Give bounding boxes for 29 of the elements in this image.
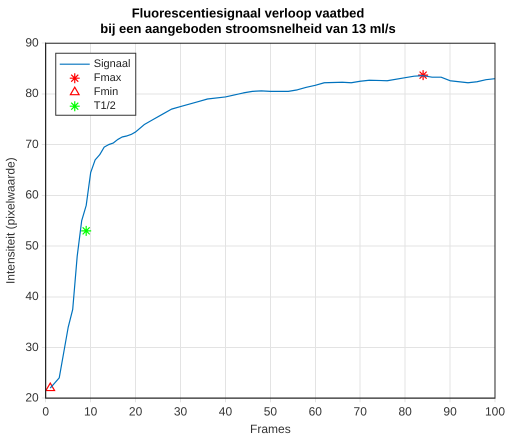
- y-tick-label: 50: [25, 238, 40, 252]
- x-tick-label: 80: [398, 404, 412, 419]
- x-tick-label: 50: [264, 404, 278, 419]
- y-tick-label: 40: [25, 289, 40, 304]
- y-tick-label: 80: [25, 86, 40, 100]
- x-tick-label: 0: [42, 404, 50, 419]
- y-tick-label: 30: [25, 340, 40, 354]
- y-tick-label: 60: [25, 188, 40, 202]
- x-tick-label: 60: [308, 404, 322, 419]
- x-tick-label: 100: [484, 404, 506, 419]
- point: [80, 225, 92, 236]
- point: [418, 70, 429, 81]
- y-tick-label: 70: [25, 136, 40, 151]
- y-axis-title: Intensiteit (pixelwaarde): [4, 157, 18, 284]
- legend-label: Fmax: [94, 72, 122, 84]
- x-tick-label: 90: [443, 404, 458, 419]
- x-tick-label: 30: [174, 404, 188, 419]
- y-tick-label: 20: [25, 390, 40, 405]
- chart-title: Fluorescentiesignaal verloop vaatbed bij een aangeboden stroomsnelheid van 13 ml/s: [100, 5, 396, 36]
- y-tick-label: 90: [25, 36, 40, 50]
- x-axis-title: Frames: [250, 422, 291, 436]
- x-tick-label: 40: [218, 404, 232, 419]
- x-tick-label: 10: [84, 404, 98, 419]
- x-tick-label: 70: [354, 404, 368, 419]
- legend-label: Signaal: [94, 58, 130, 70]
- point: [46, 382, 56, 392]
- x-tick-label: 20: [128, 404, 143, 419]
- legend-label: T1/2: [94, 100, 116, 112]
- legend-label: Fmin: [94, 86, 118, 98]
